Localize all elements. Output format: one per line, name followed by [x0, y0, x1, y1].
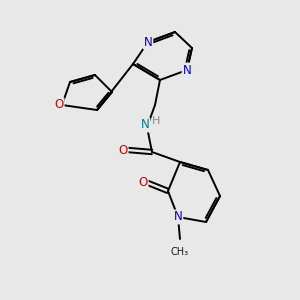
Text: O: O	[118, 143, 127, 157]
Text: N: N	[174, 211, 182, 224]
Text: O: O	[54, 98, 64, 112]
Text: CH₃: CH₃	[171, 247, 189, 257]
Text: N: N	[183, 64, 191, 76]
Text: O: O	[138, 176, 148, 190]
Text: N: N	[144, 35, 152, 49]
Text: N: N	[141, 118, 149, 131]
Text: H: H	[152, 116, 160, 126]
